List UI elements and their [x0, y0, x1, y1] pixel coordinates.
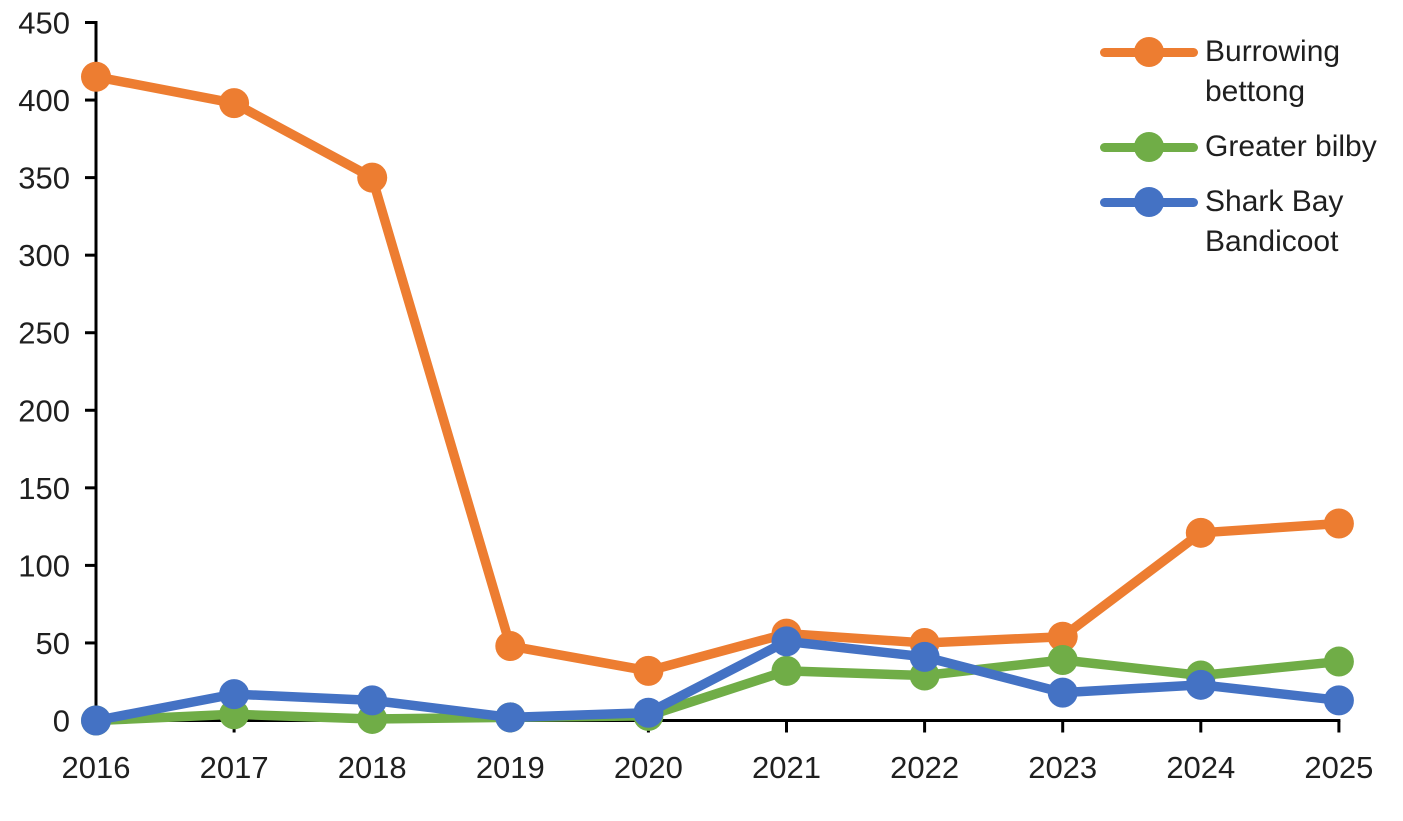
legend-item-shark-bay-bandicoot: Shark Bay Bandicoot	[1100, 182, 1400, 262]
x-tick-label: 2019	[476, 750, 545, 785]
data-point	[357, 162, 388, 193]
data-point	[81, 61, 111, 92]
legend-label-shark-bay-bandicoot: Shark Bay Bandicoot	[1205, 185, 1344, 258]
x-tick-label: 2018	[338, 750, 407, 785]
y-tick-label: 200	[18, 393, 70, 428]
data-point	[771, 655, 802, 686]
data-point	[495, 631, 526, 662]
x-tick-label: 2020	[614, 750, 683, 785]
x-tick-label: 2024	[1166, 750, 1235, 785]
legend-label-burrowing-bettong: Burrowing bettong	[1205, 35, 1341, 108]
data-point	[357, 685, 388, 716]
x-tick-label: 2025	[1304, 750, 1373, 785]
data-point	[771, 626, 802, 657]
y-tick-label: 50	[36, 626, 70, 661]
legend-dot-icon	[1134, 187, 1164, 217]
data-point	[1323, 646, 1354, 677]
y-tick-label: 400	[18, 83, 70, 118]
data-point	[495, 702, 526, 733]
data-point	[1323, 685, 1354, 716]
data-point	[1047, 621, 1078, 652]
series-line	[91, 636, 1344, 726]
series-line	[91, 655, 1344, 726]
chart-legend: Burrowing bettong Greater bilby Shark Ba…	[1100, 32, 1400, 262]
series-line	[91, 72, 1344, 676]
y-tick-label: 350	[18, 161, 70, 196]
legend-dot-icon	[1134, 132, 1164, 162]
legend-dot-icon	[1134, 37, 1164, 67]
data-point	[633, 655, 664, 686]
data-point	[1047, 645, 1078, 676]
y-tick-label: 300	[18, 238, 70, 273]
data-point	[909, 641, 940, 672]
legend-label-greater-bilby: Greater bilby	[1205, 130, 1377, 163]
y-tick-label: 100	[18, 548, 70, 583]
x-tick-label: 2023	[1028, 750, 1097, 785]
data-point	[1047, 677, 1078, 708]
data-point	[1323, 508, 1354, 539]
y-tick-label: 450	[18, 6, 70, 41]
data-point	[219, 679, 250, 710]
y-tick-label: 0	[53, 704, 70, 739]
x-tick-label: 2017	[200, 750, 269, 785]
legend-marker-green	[1100, 127, 1198, 167]
x-tick-label: 2021	[752, 750, 821, 785]
legend-marker-orange	[1100, 32, 1198, 72]
data-point	[81, 705, 111, 736]
data-point	[1185, 517, 1216, 548]
y-tick-label: 250	[18, 316, 70, 351]
data-point	[1185, 669, 1216, 700]
data-point	[633, 697, 664, 728]
legend-marker-blue	[1100, 182, 1198, 222]
x-tick-label: 2022	[890, 750, 959, 785]
y-tick-label: 150	[18, 471, 70, 506]
legend-item-greater-bilby: Greater bilby	[1100, 127, 1400, 167]
data-point	[219, 88, 250, 119]
x-tick-label: 2016	[62, 750, 131, 785]
legend-item-burrowing-bettong: Burrowing bettong	[1100, 32, 1400, 112]
